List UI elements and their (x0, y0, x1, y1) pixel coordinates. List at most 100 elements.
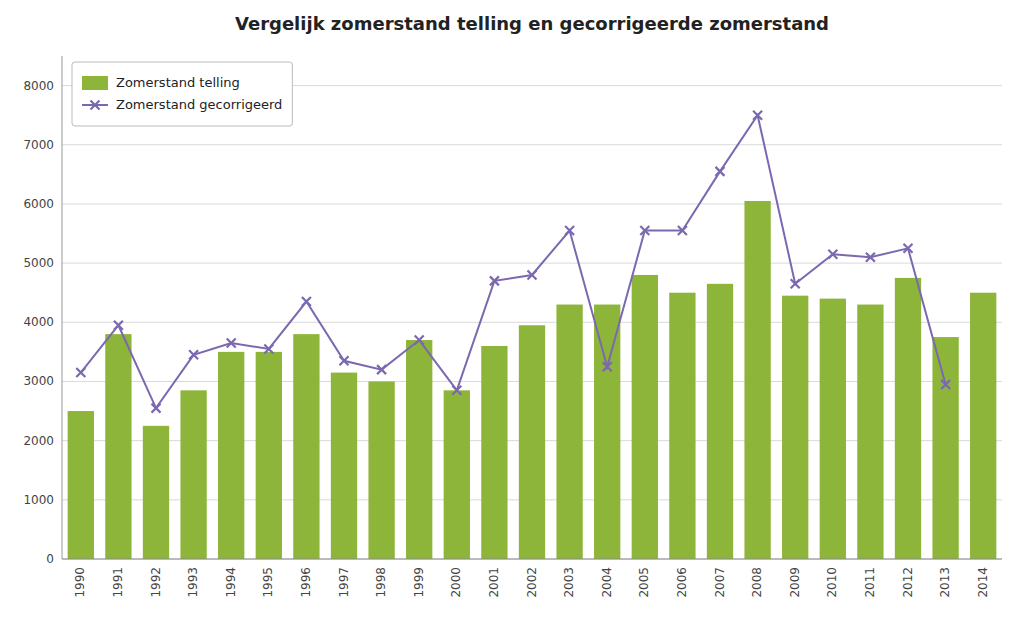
x-tick-label: 2008 (750, 567, 764, 598)
x-tick-label: 2004 (600, 567, 614, 598)
x-tick-label: 2010 (825, 567, 839, 598)
y-tick-label: 4000 (23, 315, 54, 329)
x-tick-label: 2014 (976, 567, 990, 598)
y-tick-label: 1000 (23, 493, 54, 507)
bar (256, 352, 282, 559)
x-tick-label: 1996 (299, 567, 313, 598)
x-tick-label: 1990 (73, 567, 87, 598)
y-tick-label: 6000 (23, 197, 54, 211)
bar (143, 426, 169, 559)
marker (904, 244, 913, 253)
bar (368, 381, 394, 559)
x-tick-label: 1994 (224, 567, 238, 598)
marker (941, 380, 950, 389)
line (81, 115, 946, 408)
y-tick-label: 8000 (23, 79, 54, 93)
legend-marker (91, 101, 100, 110)
marker (716, 167, 725, 176)
bar (820, 299, 846, 559)
legend-swatch (82, 76, 108, 90)
bar (932, 337, 958, 559)
marker (302, 297, 311, 306)
marker (603, 362, 612, 371)
legend-item: Zomerstand gecorrigeerd (82, 97, 282, 112)
y-tick-label: 3000 (23, 374, 54, 388)
bar (180, 390, 206, 559)
marker (340, 356, 349, 365)
x-tick-label: 2013 (938, 567, 952, 598)
bar (895, 278, 921, 559)
bar (782, 296, 808, 559)
x-tick-label: 1998 (374, 567, 388, 598)
marker (377, 365, 386, 374)
marker (791, 279, 800, 288)
marker (528, 270, 537, 279)
marker (152, 404, 161, 413)
bar (594, 305, 620, 559)
x-tick-label: 1999 (412, 567, 426, 598)
x-tick-label: 1991 (111, 567, 125, 598)
legend-item: Zomerstand telling (82, 75, 240, 90)
bar (857, 305, 883, 559)
bar (406, 340, 432, 559)
y-tick-label: 7000 (23, 138, 54, 152)
x-tick-label: 2002 (525, 567, 539, 598)
grid-line (62, 144, 1002, 145)
bar (218, 352, 244, 559)
x-tick-label: 1995 (261, 567, 275, 598)
x-tick-label: 1992 (149, 567, 163, 598)
y-axis-line (62, 56, 63, 559)
grid-line (62, 203, 1002, 204)
x-tick-label: 2009 (788, 567, 802, 598)
x-tick-label: 2011 (863, 567, 877, 598)
grid-line (62, 559, 1002, 560)
legend: Zomerstand telling Zomerstand gecorrigeer… (72, 62, 292, 126)
marker (189, 350, 198, 359)
marker (114, 321, 123, 330)
marker (866, 253, 875, 262)
marker (76, 368, 85, 377)
bar (105, 334, 131, 559)
grid (62, 86, 1002, 559)
legend-label: Zomerstand gecorrigeerd (116, 97, 282, 112)
bar (519, 325, 545, 559)
legend-box (72, 62, 292, 126)
x-tick-label: 1997 (337, 567, 351, 598)
x-tick-label: 2006 (675, 567, 689, 598)
marks (68, 111, 997, 559)
x-tick-label: 1993 (186, 567, 200, 598)
bar (707, 284, 733, 559)
y-tick-label: 0 (46, 552, 54, 566)
x-tick-label: 2007 (713, 567, 727, 598)
marker (490, 276, 499, 285)
bar (444, 390, 470, 559)
bar (632, 275, 658, 559)
x-tick-label: 2000 (449, 567, 463, 598)
bar (293, 334, 319, 559)
y-tick-label: 5000 (23, 256, 54, 270)
marker (264, 344, 273, 353)
bar (970, 293, 996, 559)
marker (227, 339, 236, 348)
marker (678, 226, 687, 235)
y-tick-label: 2000 (23, 434, 54, 448)
bar (331, 373, 357, 559)
x-tick-label: 2001 (487, 567, 501, 598)
title: Vergelijk zomerstand telling en gecorrig… (235, 13, 829, 34)
bar (744, 201, 770, 559)
marker (640, 226, 649, 235)
marker (565, 226, 574, 235)
x-tick-label: 2012 (901, 567, 915, 598)
x-tick-label: 2005 (637, 567, 651, 598)
marker (415, 336, 424, 345)
marker (828, 250, 837, 259)
chart: Vergelijk zomerstand telling en gecorrig… (0, 0, 1024, 621)
bar (556, 305, 582, 559)
bar (481, 346, 507, 559)
grid-line (62, 263, 1002, 264)
x-axis-line (62, 559, 1002, 560)
marker (753, 111, 762, 120)
marker (452, 386, 461, 395)
bar (669, 293, 695, 559)
bar (68, 411, 94, 559)
